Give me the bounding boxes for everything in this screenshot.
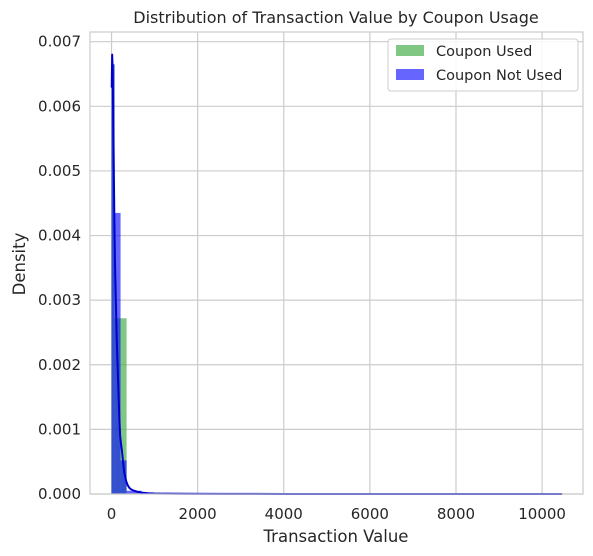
x-tick-label: 0 bbox=[107, 505, 117, 523]
y-tick-label: 0.000 bbox=[38, 485, 81, 503]
bar-coupon-not-used bbox=[126, 490, 142, 494]
grid-lines bbox=[90, 32, 583, 495]
x-tick-label: 4000 bbox=[265, 505, 303, 523]
legend-swatch-coupon-not-used bbox=[396, 69, 424, 80]
y-tick-label: 0.004 bbox=[38, 227, 81, 245]
y-tick-label: 0.003 bbox=[38, 291, 81, 309]
bar-coupon-not-used bbox=[111, 64, 115, 495]
x-axis-ticks: 0 2000 4000 6000 8000 10000 bbox=[107, 505, 566, 523]
x-tick-label: 8000 bbox=[437, 505, 475, 523]
x-axis-label: Transaction Value bbox=[263, 527, 409, 546]
plot-frame bbox=[89, 31, 584, 495]
x-tick-label: 10000 bbox=[518, 505, 566, 523]
bar-coupon-not-used bbox=[120, 460, 127, 494]
x-tick-label: 2000 bbox=[179, 505, 217, 523]
y-tick-label: 0.002 bbox=[38, 356, 81, 374]
chart-title: Distribution of Transaction Value by Cou… bbox=[133, 8, 538, 27]
y-tick-label: 0.006 bbox=[38, 97, 81, 115]
y-tick-label: 0.001 bbox=[38, 420, 81, 438]
y-axis-ticks: 0.000 0.001 0.002 0.003 0.004 0.005 0.006 0.007 bbox=[38, 33, 81, 503]
x-tick-label: 6000 bbox=[351, 505, 389, 523]
y-tick-label: 0.007 bbox=[38, 33, 81, 51]
legend-swatch-coupon-used bbox=[396, 45, 424, 56]
y-axis-label: Density bbox=[10, 232, 29, 295]
legend-label-coupon-used: Coupon Used bbox=[436, 44, 532, 60]
bar-coupon-used bbox=[120, 318, 127, 494]
legend: Coupon Used Coupon Not Used bbox=[387, 38, 579, 92]
legend-label-coupon-not-used: Coupon Not Used bbox=[436, 68, 562, 84]
legend-box bbox=[387, 38, 579, 92]
y-tick-label: 0.005 bbox=[38, 162, 81, 180]
